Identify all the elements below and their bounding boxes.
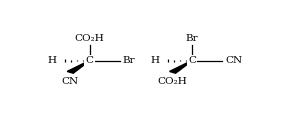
Text: Br: Br xyxy=(186,34,198,43)
Text: H: H xyxy=(48,56,57,65)
Text: C: C xyxy=(86,56,94,65)
Polygon shape xyxy=(67,61,90,73)
Text: CO₂H: CO₂H xyxy=(158,77,187,86)
Text: Br: Br xyxy=(123,56,135,65)
Text: H: H xyxy=(150,56,159,65)
Text: CO₂H: CO₂H xyxy=(75,34,105,43)
Polygon shape xyxy=(169,61,192,73)
Text: CN: CN xyxy=(225,56,242,65)
Text: C: C xyxy=(188,56,196,65)
Text: CN: CN xyxy=(62,77,79,86)
